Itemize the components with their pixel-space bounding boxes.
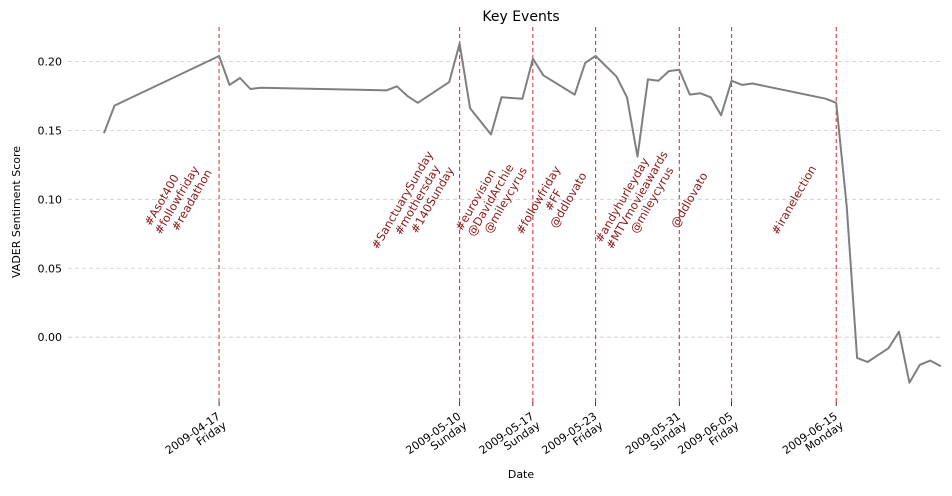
y-tick-label: 0.10 [38,193,63,206]
x-axis-label: Date [508,468,535,481]
y-tick-label: 0.00 [38,331,63,344]
grid-lines [68,61,940,338]
event-label: @ddlovato [668,170,711,230]
event-label: #iranelection [768,163,819,237]
y-tick-label: 0.15 [38,124,63,137]
series-line [103,42,942,384]
y-axis-ticks: 0.00 0.05 0.10 0.15 0.20 [38,55,63,344]
y-tick-label: 0.20 [38,55,63,68]
series-lines [103,42,942,384]
y-tick-label: 0.05 [38,262,63,275]
chart-title: Key Events [482,9,559,25]
y-axis-label: VADER Sentiment Score [10,146,23,278]
